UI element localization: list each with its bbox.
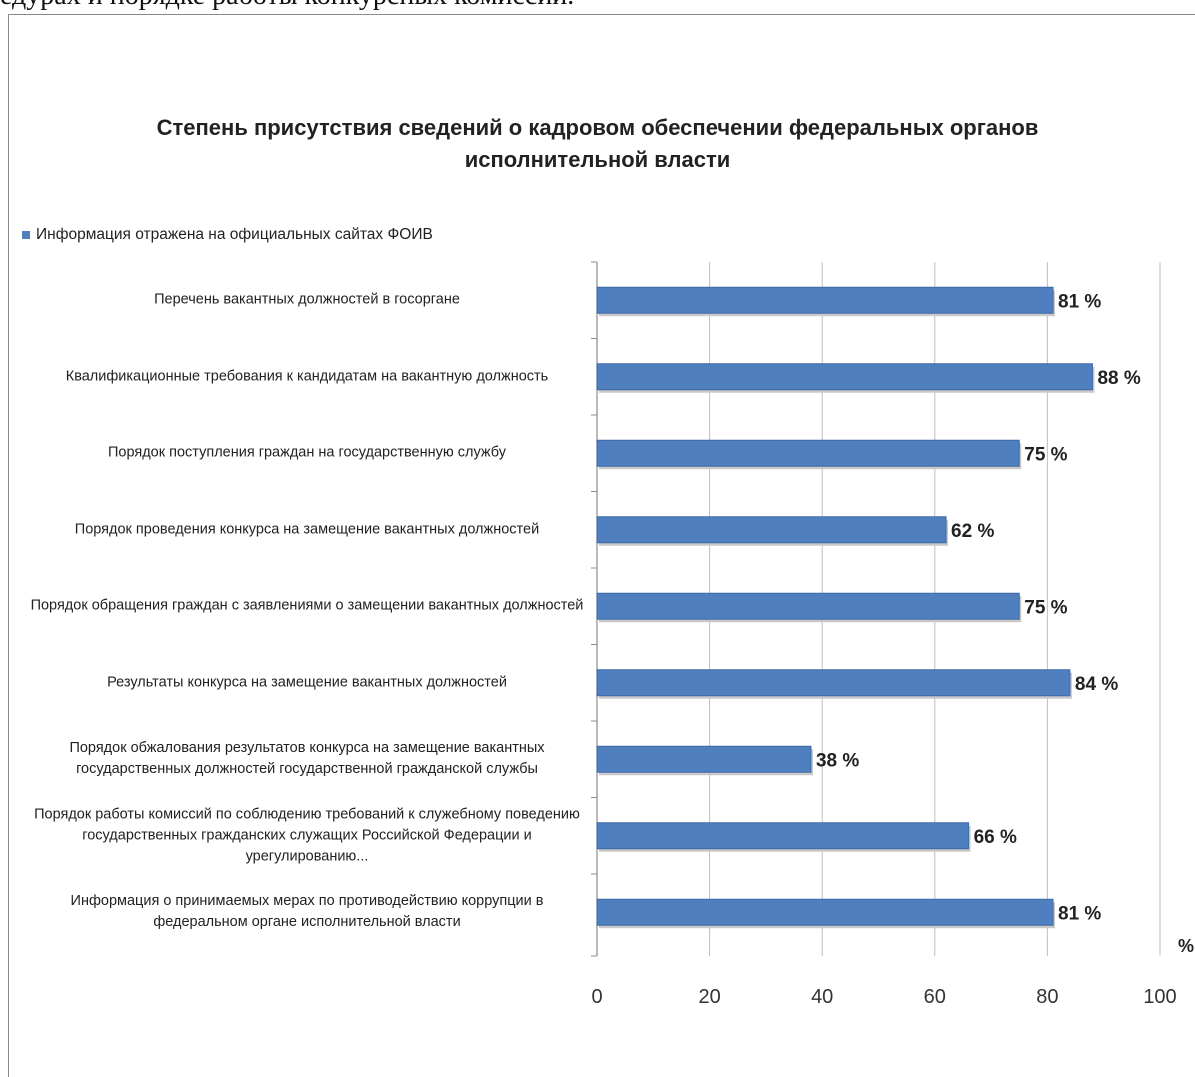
x-tick-label: 40 xyxy=(811,986,833,1008)
chart-legend: Информация отражена на официальных сайта… xyxy=(22,226,433,244)
x-tick-label: 20 xyxy=(698,986,720,1008)
x-axis-unit-label: % xyxy=(1178,936,1195,956)
bar xyxy=(596,822,970,850)
bar xyxy=(596,363,1093,391)
category-label: Информация о принимаемых мерах по против… xyxy=(70,893,544,931)
bar-value-label: 81 % xyxy=(1058,903,1101,924)
bar xyxy=(596,898,1054,926)
legend-swatch xyxy=(22,231,30,239)
x-tick-label: 0 xyxy=(591,986,602,1008)
bar-value-label: 75 % xyxy=(1024,597,1067,618)
bar-value-label: 38 % xyxy=(816,750,859,771)
x-tick-label: 80 xyxy=(1036,986,1058,1008)
bar xyxy=(596,286,1054,314)
x-tick-label: 60 xyxy=(924,986,946,1008)
legend-label: Информация отражена на официальных сайта… xyxy=(36,226,433,243)
x-tick-label: 100 xyxy=(1143,986,1176,1008)
category-label: Порядок обращения граждан с заявлениями … xyxy=(30,597,584,614)
bar xyxy=(596,516,947,544)
bar-value-label: 66 % xyxy=(974,827,1017,848)
chart-frame xyxy=(8,14,1195,1077)
bar xyxy=(596,439,1020,467)
bar-value-label: 81 % xyxy=(1058,291,1101,312)
category-label: Порядок работы комиссий по соблюдению тр… xyxy=(34,806,580,865)
chart-title: Степень присутствия сведений о кадровом … xyxy=(156,115,1039,172)
category-label: Порядок обжалования результатов конкурса… xyxy=(69,740,545,778)
page-top-text: едурах и порядке работы конкурсных комис… xyxy=(0,0,574,12)
bar-value-label: 84 % xyxy=(1075,674,1118,695)
bar-value-label: 88 % xyxy=(1097,368,1140,389)
category-label: Перечень вакантных должностей в госорган… xyxy=(154,291,460,308)
bar-value-label: 62 % xyxy=(951,521,994,542)
bar xyxy=(596,745,812,773)
category-label: Порядок проведения конкурса на замещение… xyxy=(74,521,540,538)
bar xyxy=(596,669,1071,697)
category-label: Порядок поступления граждан на государст… xyxy=(107,444,507,461)
bar xyxy=(596,592,1020,620)
category-label: Результаты конкурса на замещение вакантн… xyxy=(107,674,507,691)
category-label: Квалификационные требования к кандидатам… xyxy=(65,368,549,385)
bar-value-label: 75 % xyxy=(1024,444,1067,465)
